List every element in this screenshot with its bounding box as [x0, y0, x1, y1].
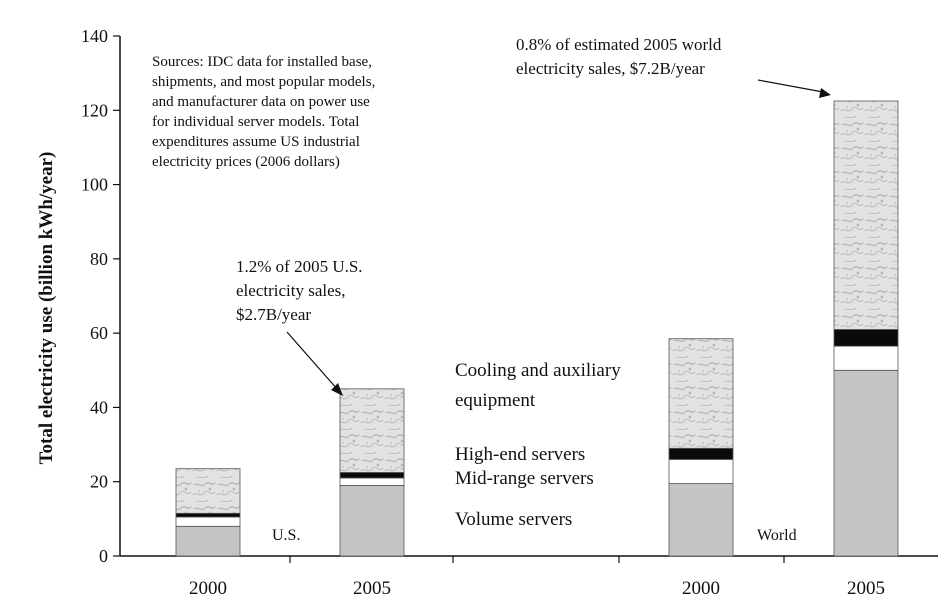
world-annotation: 0.8% of estimated 2005 world electricity…	[516, 35, 831, 98]
bar-segment-cooling-and-auxiliary-equipment	[339, 388, 405, 473]
us-annotation-arrowhead	[331, 383, 343, 396]
y-tick-label: 140	[81, 26, 108, 46]
group-label-us: U.S.	[272, 527, 300, 544]
bar-segment-volume-servers	[668, 483, 734, 557]
sources-note-line: Sources: IDC data for installed base,	[152, 54, 372, 70]
x-category-label: 2005	[847, 578, 885, 599]
bar-segment-cooling-and-auxiliary-equipment	[668, 338, 734, 449]
bar-segment-mid-range-servers	[668, 459, 734, 484]
legend-volume: Volume servers	[455, 509, 572, 530]
y-tick-label: 120	[81, 100, 108, 120]
bar-segment-high-end-servers	[668, 447, 734, 460]
bar-segment-mid-range-servers	[175, 516, 241, 527]
y-axis-label: Total electricity use (billion kWh/year)	[36, 152, 57, 465]
y-tick-label: 20	[90, 472, 108, 492]
legend: Cooling and auxiliary equipment High-end…	[455, 360, 621, 530]
world-annotation-arrow	[757, 79, 824, 93]
axes	[113, 35, 938, 563]
x-category-label: 2005	[353, 578, 391, 599]
legend-high-end: High-end servers	[455, 444, 585, 465]
bar-segment-cooling-and-auxiliary-equipment	[833, 100, 899, 330]
us-annotation-arrow	[286, 331, 339, 391]
x-category-label: 2000	[189, 578, 227, 599]
labels: 0 20 40 60 80 100 120 140 2000 2005 2000 2005	[81, 26, 885, 599]
bar-segment-volume-servers	[175, 525, 241, 557]
bars	[175, 100, 899, 557]
bar-segment-high-end-servers	[833, 329, 899, 347]
y-tick-label: 60	[90, 323, 108, 343]
y-tick-label: 40	[90, 397, 108, 417]
us-annotation-line: 1.2% of 2005 U.S.	[236, 257, 363, 276]
sources-note-line: shipments, and most popular models,	[152, 74, 375, 90]
bar-segment-mid-range-servers	[339, 477, 405, 486]
world-annotation-line: 0.8% of estimated 2005 world	[516, 35, 722, 54]
legend-mid-range: Mid-range servers	[455, 468, 594, 489]
bar-segment-cooling-and-auxiliary-equipment	[175, 468, 241, 514]
y-tick-label: 100	[81, 175, 108, 195]
sources-note-line: electricity prices (2006 dollars)	[152, 154, 340, 170]
bar-segment-mid-range-servers	[833, 345, 899, 371]
sources-note: Sources: IDC data for installed base, sh…	[152, 54, 375, 170]
us-annotation: 1.2% of 2005 U.S. electricity sales, $2.…	[236, 257, 363, 396]
sources-note-line: and manufacturer data on power use	[152, 94, 370, 110]
bar-segment-volume-servers	[339, 485, 405, 557]
y-tick-label: 0	[99, 546, 108, 566]
legend-cooling-line1: Cooling and auxiliary	[455, 360, 621, 381]
group-label-world: World	[757, 527, 797, 544]
world-annotation-arrowhead	[819, 88, 831, 98]
world-annotation-line: electricity sales, $7.2B/year	[516, 59, 705, 78]
x-category-label: 2000	[682, 578, 720, 599]
bar-segment-high-end-servers	[175, 512, 241, 518]
y-tick-label: 80	[90, 249, 108, 269]
bar-segment-volume-servers	[833, 369, 899, 557]
sources-note-line: expenditures assume US industrial	[152, 134, 360, 150]
us-annotation-line: electricity sales,	[236, 281, 346, 300]
sources-note-line: for individual server models. Total	[152, 114, 359, 130]
legend-cooling-line2: equipment	[455, 390, 536, 411]
us-annotation-line: $2.7B/year	[236, 305, 311, 324]
bar-segment-high-end-servers	[339, 472, 405, 479]
